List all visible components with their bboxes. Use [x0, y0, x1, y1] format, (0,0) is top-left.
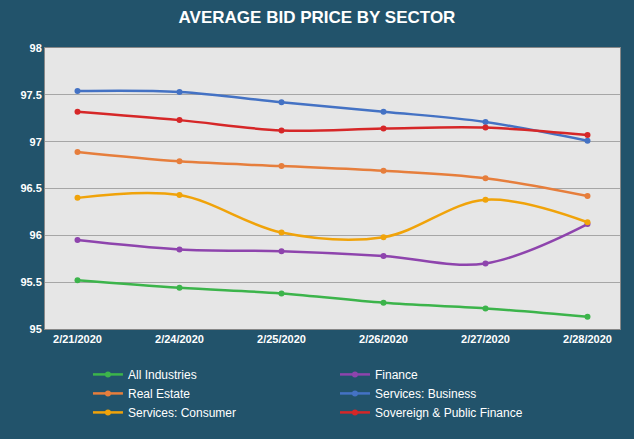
svg-text:97: 97 — [30, 136, 42, 148]
svg-text:Finance: Finance — [375, 368, 418, 382]
svg-text:2/26/2020: 2/26/2020 — [359, 333, 408, 345]
svg-text:2/25/2020: 2/25/2020 — [257, 333, 306, 345]
svg-text:2/28/2020: 2/28/2020 — [563, 333, 612, 345]
svg-text:Services: Consumer: Services: Consumer — [128, 406, 236, 420]
svg-text:2/27/2020: 2/27/2020 — [461, 333, 510, 345]
svg-text:All Industries: All Industries — [128, 368, 197, 382]
svg-text:AVERAGE BID PRICE BY SECTOR: AVERAGE BID PRICE BY SECTOR — [179, 8, 456, 27]
svg-text:97.5: 97.5 — [20, 89, 41, 101]
svg-text:98: 98 — [30, 42, 42, 54]
svg-text:95: 95 — [30, 323, 42, 335]
svg-text:96: 96 — [30, 229, 42, 241]
svg-text:95.5: 95.5 — [20, 276, 41, 288]
svg-text:Sovereign & Public Finance: Sovereign & Public Finance — [375, 406, 523, 420]
svg-text:96.5: 96.5 — [20, 182, 41, 194]
svg-text:2/21/2020: 2/21/2020 — [53, 333, 102, 345]
svg-text:Real Estate: Real Estate — [128, 387, 190, 401]
svg-text:2/24/2020: 2/24/2020 — [155, 333, 204, 345]
svg-text:Services: Business: Services: Business — [375, 387, 476, 401]
